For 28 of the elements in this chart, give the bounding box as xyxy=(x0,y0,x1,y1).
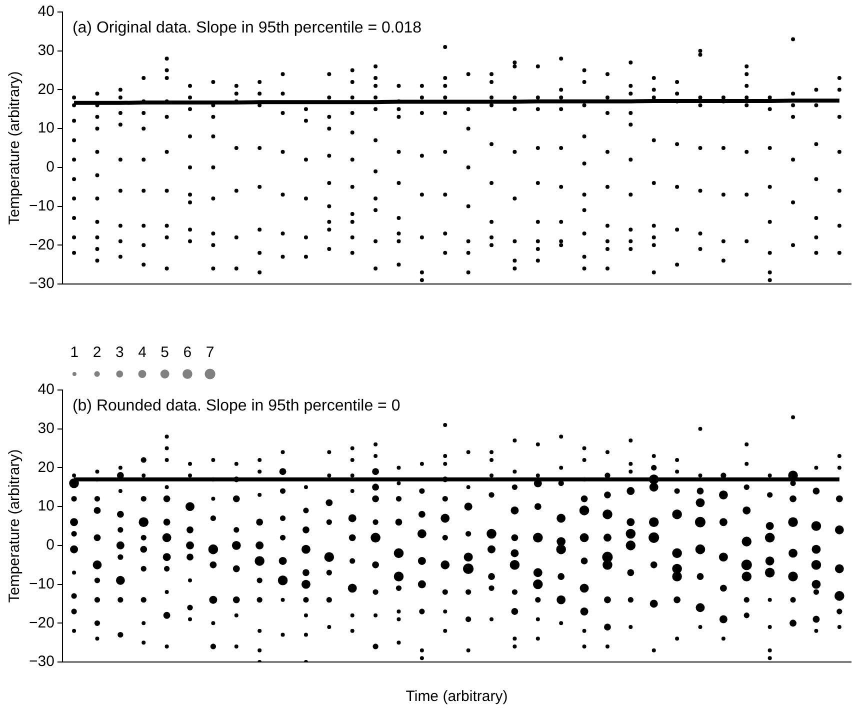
y-tick-label: 20 xyxy=(38,80,54,98)
y-tick-label: 10 xyxy=(38,120,54,137)
y-tick-label: 30 xyxy=(38,42,54,59)
y-tick-label: 0 xyxy=(46,536,54,554)
annotation: (a) Original data. Slope in 95th percentile = 0.018 xyxy=(72,19,422,36)
legend-label: 2 xyxy=(92,344,102,362)
legend-label: 1 xyxy=(70,344,79,362)
y-tick-label: 0 xyxy=(46,158,54,176)
legend-label: 4 xyxy=(138,344,146,362)
y-tick-label: 20 xyxy=(38,458,54,476)
y-axis-title: Temperature (arbitrary) xyxy=(6,71,24,225)
y-tick-label: −20 xyxy=(28,614,54,632)
y-tick-label: 10 xyxy=(38,498,54,515)
y-tick-label: 30 xyxy=(38,420,54,437)
x-axis-title: Time (arbitrary) xyxy=(406,688,508,706)
y-tick-label: −20 xyxy=(28,236,54,254)
annotation: (b) Rounded data. Slope in 95th percentile = 0 xyxy=(72,397,400,414)
y-tick-label: −10 xyxy=(28,575,54,592)
y-axis-title: Temperature (arbitrary) xyxy=(6,449,24,603)
legend-label: 6 xyxy=(183,344,192,362)
y-tick-label: 40 xyxy=(38,3,54,20)
legend-label: 3 xyxy=(115,344,124,362)
y-tick-label: 40 xyxy=(38,381,54,398)
y-tick-label: −10 xyxy=(28,197,54,214)
y-tick-label: −30 xyxy=(28,653,54,670)
y-tick-label: −30 xyxy=(28,275,54,292)
legend-label: 7 xyxy=(206,344,214,362)
legend-label: 5 xyxy=(160,344,170,362)
